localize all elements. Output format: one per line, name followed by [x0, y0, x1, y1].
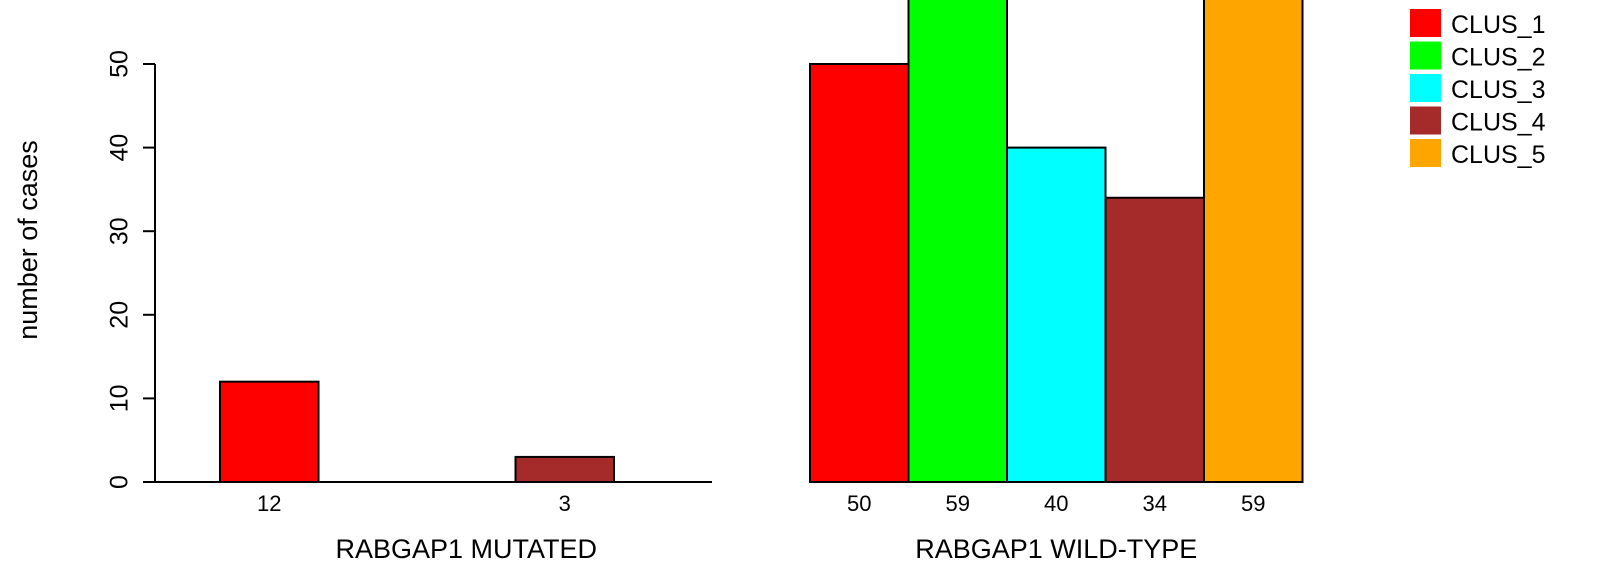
bar-value-label: 12 [257, 491, 281, 516]
legend-swatch [1410, 74, 1441, 102]
bar-value-label: 59 [946, 491, 970, 516]
y-tick-label: 0 [106, 475, 134, 489]
y-tick-label: 50 [106, 50, 134, 78]
y-tick-label: 40 [106, 134, 134, 162]
y-tick-label: 30 [106, 217, 134, 245]
y-tick-label: 10 [106, 384, 134, 412]
bar-clus-4 [1104, 196, 1205, 483]
bar-clus-3 [1006, 146, 1107, 483]
legend-label: CLUS_4 [1451, 109, 1546, 137]
x-axis-label: RABGAP1 WILD-TYPE [915, 534, 1197, 564]
legend-label: CLUS_5 [1451, 141, 1546, 169]
legend-swatch [1410, 9, 1441, 37]
legend-swatch [1410, 41, 1441, 70]
y-axis-label: number of cases [13, 140, 43, 340]
bar-value-label: 50 [847, 491, 871, 516]
bar-clus-1 [219, 380, 320, 483]
bar-value-label: 40 [1044, 491, 1068, 516]
bar-value-label: 59 [1241, 491, 1265, 516]
bars [219, 380, 615, 483]
panel-mutated: 12 3 RABGAP1 MUTATED [155, 380, 712, 564]
legend-label: CLUS_1 [1451, 11, 1546, 39]
bar-value-label: 34 [1143, 491, 1167, 516]
bar-clus-1 [809, 63, 910, 483]
legend-swatch [1410, 139, 1441, 167]
bar-clus-4 [514, 455, 615, 483]
legend-swatch [1410, 106, 1441, 135]
legend-label: CLUS_2 [1451, 44, 1546, 72]
bar-clus-5 [1203, 0, 1304, 483]
bar-value-label: 3 [559, 491, 571, 516]
bar-clus-2 [907, 0, 1008, 483]
y-axis: 0 10 20 30 40 50 [106, 50, 156, 489]
legend: CLUS_1 CLUS_2 CLUS_3 CLUS_4 CLUS_5 [1410, 9, 1546, 169]
panel-wild-type: 50 59 40 34 59 RABGAP1 WILD-TYPE [809, 0, 1304, 564]
y-tick-label: 20 [106, 301, 134, 329]
bars [809, 0, 1304, 483]
x-axis-label: RABGAP1 MUTATED [335, 534, 597, 564]
legend-label: CLUS_3 [1451, 76, 1546, 104]
